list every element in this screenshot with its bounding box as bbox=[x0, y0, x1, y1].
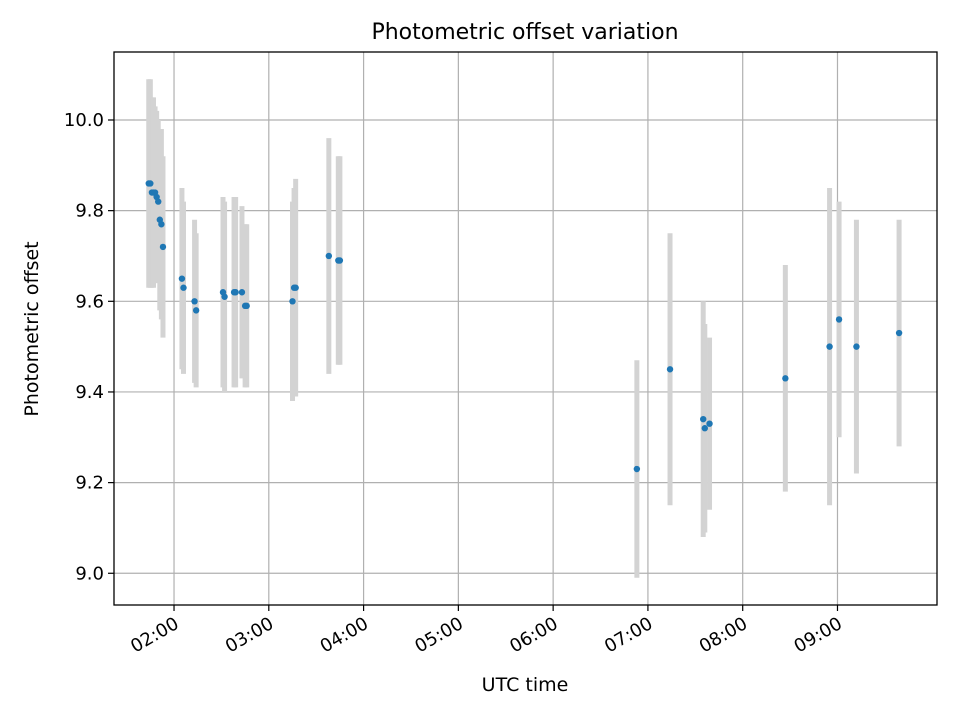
y-tick-label: 9.0 bbox=[75, 563, 104, 584]
y-tick-label: 9.2 bbox=[75, 473, 104, 494]
data-point bbox=[243, 302, 250, 310]
data-point bbox=[191, 298, 198, 305]
data-point bbox=[782, 375, 789, 382]
data-point bbox=[289, 298, 296, 305]
data-point bbox=[178, 275, 186, 282]
y-axis-ticks: 9.0 9.2 9.4 9.6 9.8 10.0 bbox=[64, 110, 114, 584]
x-tick-label: 09:00 bbox=[791, 613, 846, 657]
x-axis-ticks: 02:00 03:00 04:00 05:00 06:00 07:00 08:00 09:00 bbox=[127, 605, 846, 657]
x-tick-label: 08:00 bbox=[696, 613, 751, 657]
data-point bbox=[180, 284, 187, 291]
error-bars bbox=[146, 79, 902, 578]
data-points bbox=[145, 180, 903, 473]
y-axis-label: Photometric offset bbox=[21, 241, 43, 416]
x-tick-label: 05:00 bbox=[411, 613, 466, 657]
x-tick-label: 03:00 bbox=[222, 613, 277, 657]
x-tick-label: 02:00 bbox=[127, 613, 182, 657]
y-tick-label: 9.4 bbox=[75, 382, 104, 403]
data-point bbox=[292, 284, 299, 291]
x-axis-label: UTC time bbox=[482, 674, 569, 696]
data-point bbox=[192, 307, 200, 314]
data-point bbox=[835, 316, 843, 323]
x-tick-label: 06:00 bbox=[506, 613, 561, 657]
data-point bbox=[853, 343, 860, 350]
data-point bbox=[221, 293, 228, 300]
data-point bbox=[158, 221, 165, 228]
x-tick-label: 04:00 bbox=[317, 613, 372, 657]
data-point bbox=[895, 329, 903, 337]
data-point bbox=[701, 425, 708, 432]
grid bbox=[114, 52, 937, 605]
data-point bbox=[706, 420, 713, 427]
plot-frame bbox=[113, 51, 938, 606]
data-point bbox=[325, 252, 333, 260]
data-point bbox=[147, 180, 154, 187]
data-point bbox=[666, 366, 674, 373]
data-point bbox=[700, 415, 707, 423]
data-point bbox=[826, 343, 833, 350]
x-tick-label: 07:00 bbox=[601, 613, 656, 657]
y-tick-label: 9.8 bbox=[75, 201, 104, 222]
y-tick-label: 10.0 bbox=[64, 110, 104, 131]
data-point bbox=[155, 198, 162, 205]
data-point bbox=[238, 289, 246, 296]
data-point bbox=[159, 243, 167, 251]
data-point bbox=[232, 289, 239, 296]
data-point bbox=[336, 257, 344, 264]
y-tick-label: 9.6 bbox=[75, 291, 104, 312]
data-point bbox=[633, 465, 641, 473]
chart-title: Photometric offset variation bbox=[371, 20, 678, 45]
